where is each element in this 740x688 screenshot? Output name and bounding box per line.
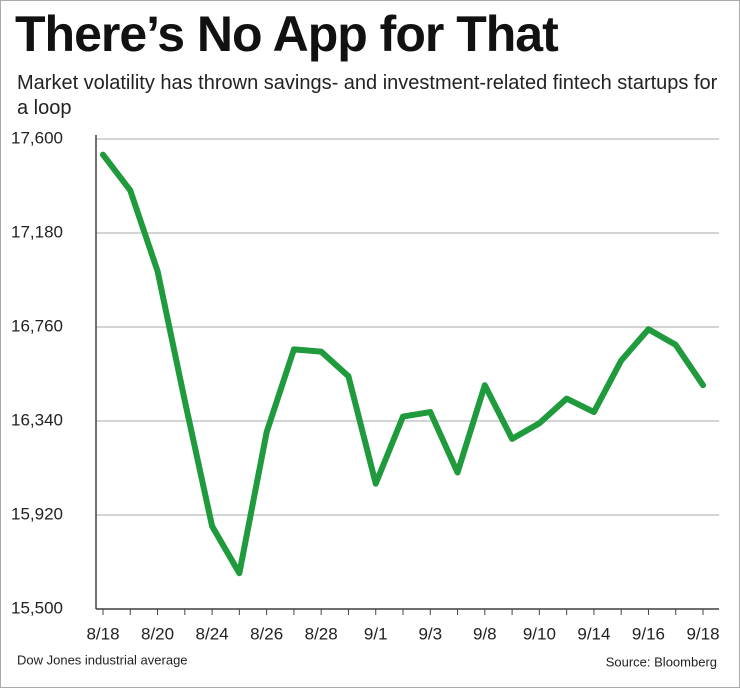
y-tick-label: 16,340 <box>11 410 63 429</box>
x-tick-label: 9/16 <box>632 624 665 643</box>
x-tick-label: 9/10 <box>523 624 556 643</box>
line <box>100 151 706 577</box>
y-tick-label: 17,180 <box>11 222 63 241</box>
x-tick-label: 8/24 <box>196 624 229 643</box>
x-tick-label: 9/8 <box>473 624 497 643</box>
note: Dow Jones industrial average <box>17 652 188 667</box>
x-tick-label: 9/1 <box>364 624 388 643</box>
source: Source: Bloomberg <box>606 654 717 669</box>
x-tick-label: 9/3 <box>418 624 442 643</box>
y-tick-label: 17,600 <box>11 128 63 147</box>
x-tick-label: 8/18 <box>86 624 119 643</box>
y-tick-label: 15,920 <box>11 504 63 523</box>
x-tick-label: 8/28 <box>305 624 338 643</box>
x-tick-label: 8/20 <box>141 624 174 643</box>
y-tick-label: 16,760 <box>11 316 63 335</box>
chart-title: There’s No App for That <box>15 6 559 62</box>
x-tick-label: 9/14 <box>577 624 610 643</box>
x-tick-label: 8/26 <box>250 624 283 643</box>
x-tick-label: 9/18 <box>686 624 719 643</box>
chart-subtitle: Market volatility has thrown savings- an… <box>17 72 718 119</box>
y-tick-label: 15,500 <box>11 598 63 617</box>
